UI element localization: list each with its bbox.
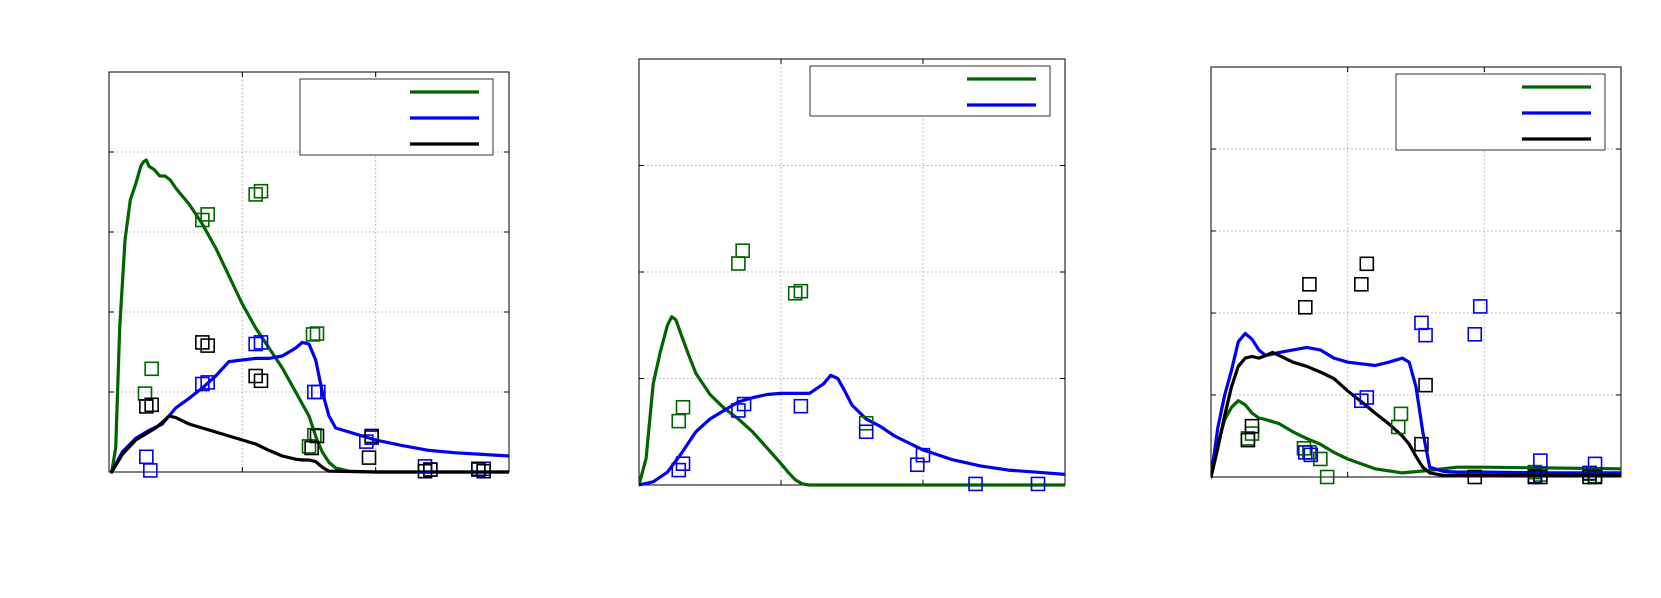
data-point-blue <box>858 424 874 440</box>
data-point-black <box>1533 469 1548 485</box>
data-point-blue <box>143 463 158 478</box>
data-point-black <box>139 399 154 414</box>
data-point-black <box>1418 377 1433 393</box>
series-line-green <box>1211 399 1621 479</box>
chart-panel-right <box>1210 66 1622 485</box>
plot-area <box>639 315 1065 487</box>
plot-area <box>110 158 509 474</box>
data-point-black <box>1302 276 1317 292</box>
data-point-blue <box>1533 453 1548 468</box>
data-point-blue <box>1467 327 1483 342</box>
data-point-black <box>1359 256 1375 272</box>
data-point-black <box>1298 299 1313 315</box>
data-point-green <box>200 207 215 222</box>
data-point-green <box>309 326 325 341</box>
data-point-green <box>675 399 691 415</box>
data-point-black <box>361 450 377 465</box>
data-point-blue <box>1418 327 1433 343</box>
data-point-blue <box>1414 315 1429 331</box>
data-point-black <box>364 428 379 444</box>
data-point-black <box>248 368 263 384</box>
series-line-blue <box>639 373 1065 487</box>
data-point-blue <box>1298 445 1313 460</box>
data-point-green <box>195 212 210 228</box>
series-line-green <box>639 315 1065 487</box>
data-point-blue <box>253 335 269 350</box>
plot-frame <box>108 71 510 473</box>
chart-panel-left <box>108 71 510 479</box>
data-point-blue <box>1354 393 1369 409</box>
data-point-green <box>671 413 687 429</box>
data-point-blue <box>1472 299 1488 314</box>
plot-frame <box>1210 66 1622 478</box>
legend-box <box>809 65 1051 117</box>
chart-panel-middle <box>638 58 1066 492</box>
data-point-black <box>1240 432 1256 448</box>
data-point-blue <box>910 457 925 473</box>
data-point-black <box>1467 469 1483 485</box>
data-point-black <box>1587 469 1603 485</box>
data-point-green <box>301 439 317 454</box>
data-point-black <box>471 461 486 477</box>
data-point-black <box>423 462 438 477</box>
data-point-black <box>144 397 159 413</box>
data-point-blue <box>736 396 752 412</box>
data-point-blue <box>248 336 263 352</box>
series-line-green <box>110 158 509 474</box>
series-line-blue <box>110 340 509 474</box>
data-point-green <box>787 285 803 301</box>
data-point-black <box>304 440 319 456</box>
data-point-green <box>253 183 269 199</box>
data-point-black <box>309 428 325 444</box>
data-point-blue <box>195 376 210 392</box>
data-point-blue <box>675 456 691 472</box>
data-point-black <box>476 463 491 479</box>
data-point-green <box>1393 406 1409 422</box>
data-point-green <box>793 283 809 299</box>
data-point-black <box>1244 418 1260 434</box>
data-point-blue <box>139 449 154 465</box>
data-point-blue <box>793 398 809 414</box>
data-point-blue <box>1303 447 1319 463</box>
series-line-blue <box>1211 331 1621 479</box>
data-point-green <box>305 327 321 342</box>
series-line-black <box>110 414 509 474</box>
data-point-blue <box>1030 476 1046 492</box>
data-point-green <box>144 361 159 377</box>
data-point-green <box>248 187 263 202</box>
data-point-green <box>731 256 746 271</box>
data-point-black <box>417 463 433 479</box>
data-point-green <box>858 415 874 431</box>
data-point-black <box>253 373 269 389</box>
data-point-blue <box>200 375 215 390</box>
data-point-blue <box>915 447 931 463</box>
data-point-black <box>195 335 210 350</box>
data-point-black <box>1414 436 1429 452</box>
data-point-blue <box>359 434 374 449</box>
plot-area <box>1211 331 1621 479</box>
data-point-black <box>1354 276 1369 292</box>
data-point-blue <box>1359 390 1375 405</box>
data-point-blue <box>311 384 326 400</box>
data-point-green <box>1319 469 1335 485</box>
data-point-blue <box>968 476 983 492</box>
data-point-black <box>200 338 215 353</box>
data-point-green <box>1313 451 1328 467</box>
data-point-green <box>735 243 750 258</box>
series-line-black <box>1211 350 1621 479</box>
